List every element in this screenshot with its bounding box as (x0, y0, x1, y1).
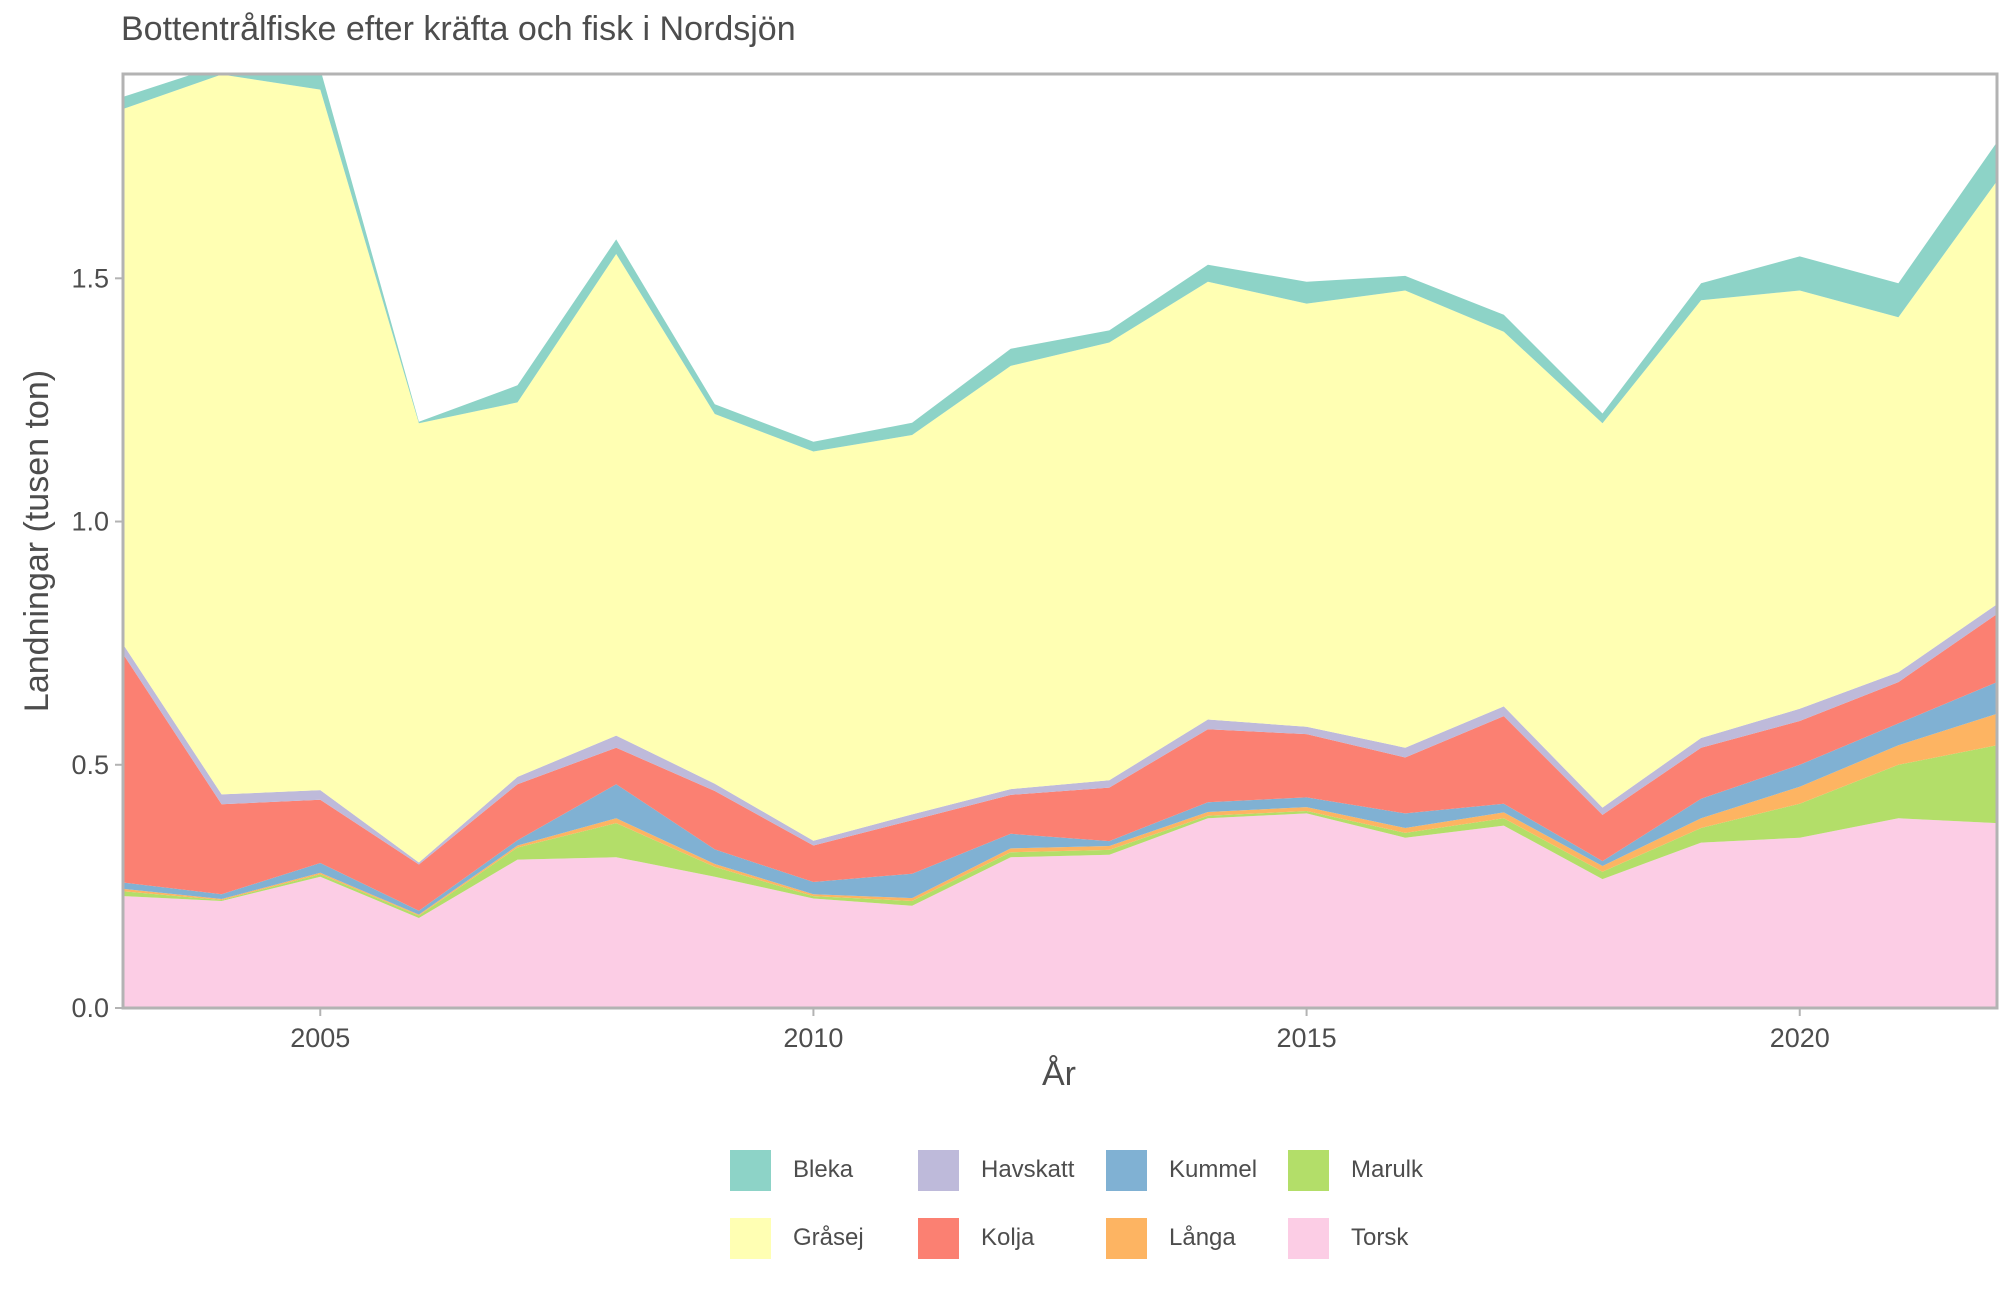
legend-item-marulk: Marulk (1288, 1148, 1470, 1192)
y-tick-label-0-0: 0.0 (71, 993, 109, 1023)
chart-title: Bottentrålfiske efter kräfta och fisk i … (121, 10, 796, 48)
legend-item-kolja: Kolja (918, 1216, 1106, 1260)
area-series-torsk (123, 813, 1997, 1008)
legend-label-grasej: Gråsej (793, 1224, 864, 1251)
legend-label-havskatt: Havskatt (981, 1156, 1075, 1183)
y-tick-label-1-5: 1.5 (71, 263, 109, 293)
x-tick-label-2020: 2020 (1770, 1023, 1830, 1053)
legend-swatch-kummel (1106, 1149, 1147, 1191)
legend-item-grasej: Gråsej (730, 1216, 918, 1260)
legend: Bleka Havskatt Kummel Marulk Gråsej Kolj… (730, 1148, 1470, 1260)
x-tick-label-2010: 2010 (783, 1023, 843, 1053)
legend-swatch-torsk (1288, 1217, 1329, 1259)
legend-swatch-marulk (1288, 1149, 1329, 1191)
legend-swatch-grasej (730, 1217, 771, 1259)
area-series-grasej (123, 74, 1997, 863)
legend-label-kummel: Kummel (1169, 1156, 1258, 1183)
x-axis-title: År (1042, 1055, 1076, 1093)
legend-swatch-kolja (918, 1217, 959, 1259)
legend-label-bleka: Bleka (793, 1156, 854, 1183)
legend-label-langa: Långa (1169, 1224, 1236, 1251)
legend-label-kolja: Kolja (981, 1224, 1035, 1251)
y-tick-label-0-5: 0.5 (71, 750, 109, 780)
legend-label-torsk: Torsk (1351, 1224, 1409, 1251)
x-tick-label-2015: 2015 (1277, 1023, 1337, 1053)
x-tick-label-2005: 2005 (290, 1023, 350, 1053)
legend-item-kummel: Kummel (1106, 1148, 1288, 1192)
legend-swatch-havskatt (918, 1149, 959, 1191)
legend-swatch-langa (1106, 1217, 1147, 1259)
y-axis-title: Landningar (tusen ton) (18, 370, 56, 712)
legend-swatch-bleka (730, 1149, 771, 1191)
legend-item-havskatt: Havskatt (918, 1148, 1106, 1192)
y-tick-label-1-0: 1.0 (71, 507, 109, 537)
legend-item-torsk: Torsk (1288, 1216, 1470, 1260)
legend-item-bleka: Bleka (730, 1148, 918, 1192)
legend-label-marulk: Marulk (1351, 1156, 1424, 1183)
plot-frame (121, 72, 1999, 1010)
legend-item-langa: Långa (1106, 1216, 1288, 1260)
